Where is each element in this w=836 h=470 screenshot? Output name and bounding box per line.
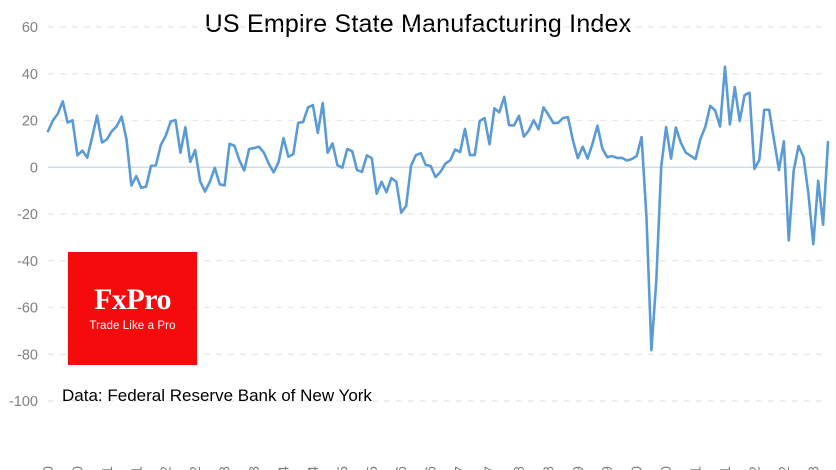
data-series-line bbox=[46, 65, 830, 352]
y-axis-tick-label: -60 bbox=[17, 301, 38, 317]
x-axis-tick-label: Jul-11 bbox=[129, 466, 145, 470]
x-axis-tick-label: Jan-13 bbox=[218, 466, 234, 470]
y-axis-tick-label: 0 bbox=[30, 160, 38, 176]
x-axis-tick-label: Jan-15 bbox=[335, 466, 351, 470]
x-axis-tick-label: Jan-21 bbox=[689, 466, 705, 470]
x-axis-tick-label: Jul-10 bbox=[70, 466, 86, 470]
x-axis-tick-label: Jul-13 bbox=[247, 466, 263, 470]
x-axis-tick-label: Jan-10 bbox=[41, 466, 57, 470]
x-axis-tick-label: Jan-18 bbox=[512, 466, 528, 470]
page-title: US Empire State Manufacturing Index bbox=[204, 10, 632, 38]
x-axis-tick-label: Jan-14 bbox=[276, 466, 292, 470]
y-axis-tick-label: -100 bbox=[9, 394, 38, 410]
series-line-empire-state-index bbox=[46, 65, 830, 352]
x-axis-tick-label: Jan-11 bbox=[100, 466, 116, 470]
x-axis-tick-label: Jan-19 bbox=[571, 466, 587, 470]
x-axis-tick-label: Jul-16 bbox=[424, 466, 440, 470]
fxpro-logo: FxPro Trade Like a Pro bbox=[68, 252, 197, 365]
x-axis-tick-label: Jan-20 bbox=[630, 466, 646, 470]
x-axis-tick-label: Jul-22 bbox=[777, 466, 793, 470]
x-axis-tick-label: Jul-18 bbox=[541, 466, 557, 470]
x-axis-tick-label: Jan-12 bbox=[159, 466, 175, 470]
y-axis-tick-labels: 60 40 20 0 -20 -40 -60 -80 -100 bbox=[9, 20, 38, 410]
x-axis-tick-labels: Jan-10 Jul-10 Jan-11 Jul-11 Jan-12 Jul-12 Jan-… bbox=[41, 466, 822, 470]
y-axis-tick-label: -80 bbox=[17, 347, 38, 363]
y-axis-tick-label: 20 bbox=[22, 114, 38, 130]
y-axis-tick-label: 40 bbox=[22, 67, 38, 83]
data-source-note: Data: Federal Reserve Bank of New York bbox=[62, 386, 372, 405]
y-axis-tick-label: 60 bbox=[22, 20, 38, 36]
y-axis-tick-label: -20 bbox=[17, 207, 38, 223]
x-axis-tick-label: Jan-22 bbox=[747, 466, 763, 470]
x-axis-tick-label: Jul-19 bbox=[600, 466, 616, 470]
x-axis-tick-label: Jul-17 bbox=[483, 466, 499, 470]
fxpro-wordmark: FxPro bbox=[94, 283, 171, 316]
x-axis-tick-label: Jan-23 bbox=[806, 466, 822, 470]
x-axis-tick-label: Jul-20 bbox=[659, 466, 675, 470]
x-axis-tick-label: Jan-16 bbox=[394, 466, 410, 470]
x-axis-tick-label: Jul-12 bbox=[188, 466, 204, 470]
x-axis-tick-label: Jul-14 bbox=[306, 466, 322, 470]
x-axis-tick-label: Jul-21 bbox=[718, 466, 734, 470]
x-axis-tick-label: Jul-15 bbox=[365, 466, 381, 470]
fxpro-tagline: Trade Like a Pro bbox=[89, 320, 176, 332]
y-axis-tick-label: -40 bbox=[17, 254, 38, 270]
x-axis-tick-label: Jan-17 bbox=[453, 466, 469, 470]
